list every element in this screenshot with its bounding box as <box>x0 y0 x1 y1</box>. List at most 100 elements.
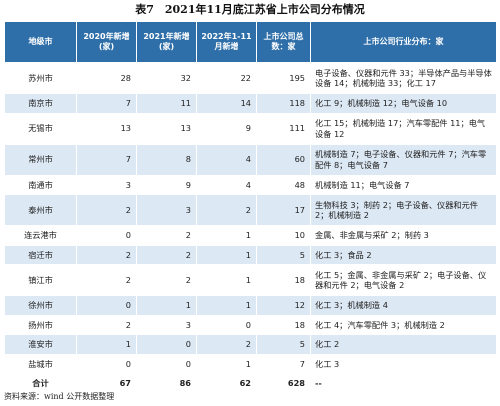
new-2021-cell: 8 <box>136 143 197 176</box>
new-2020-cell: 0 <box>76 295 137 316</box>
city-cell: 扬州市 <box>4 314 77 335</box>
new-2020-cell: 7 <box>76 143 137 176</box>
industry-distribution-cell: 生物科技 3；制药 2；电子设备、仪器和元件 2；机械制造 2 <box>310 194 497 226</box>
total-cell: 10 <box>256 225 311 246</box>
new-2021-cell: 9 <box>136 174 197 195</box>
new-2021-cell: 11 <box>136 93 197 114</box>
new-2022-cell: 1 <box>196 353 257 374</box>
new-2022-cell: 1 <box>196 264 257 296</box>
new-2022-cell: 2 <box>196 334 257 355</box>
city-cell: 苏州市 <box>4 62 77 94</box>
total-cell: 12 <box>256 295 311 316</box>
new-2021-cell: 3 <box>136 194 197 226</box>
new-2020-cell: 2 <box>76 244 137 265</box>
header-industry-distribution: 上市公司行业分布：家 <box>310 21 497 63</box>
total-cell: 195 <box>256 62 311 94</box>
new-2020-cell: 2 <box>76 314 137 335</box>
new-2022-cell: 1 <box>196 244 257 265</box>
total-row: 合计 67 86 62 628 -- <box>4 373 497 394</box>
total-cell: 18 <box>256 264 311 296</box>
new-2022-cell: 14 <box>196 93 257 114</box>
total-cell: 48 <box>256 174 311 195</box>
table-row: 苏州市 28 32 22 195 电子设备、仪器和元件 33；半导体产品与半导体设备 14… <box>4 62 497 94</box>
city-cell: 淮安市 <box>4 334 77 355</box>
industry-distribution-cell: 机械制造 7；电子设备、仪器和元件 7；汽车零配件 8；电气设备 7 <box>310 143 497 176</box>
table-row: 镇江市 2 2 1 18 化工 5；金属、非金属与采矿 2；电子设备、仪器和元件 2；电气… <box>4 264 497 296</box>
new-2022-cell: 2 <box>196 194 257 226</box>
industry-distribution-cell: 电子设备、仪器和元件 33；半导体产品与半导体设备 14；机械制造 33；化工 … <box>310 62 497 94</box>
industry-distribution-cell: 机械制造 11；电气设备 7 <box>310 174 497 195</box>
total-2020-cell: 67 <box>76 373 137 394</box>
total-2021-cell: 86 <box>136 373 197 394</box>
header-2022-new: 2022年1-11月新增 <box>196 21 257 63</box>
new-2021-cell: 2 <box>136 225 197 246</box>
total-cell: 18 <box>256 314 311 335</box>
total-cell: 60 <box>256 143 311 176</box>
new-2022-cell: 4 <box>196 143 257 176</box>
new-2021-cell: 2 <box>136 244 197 265</box>
new-2020-cell: 3 <box>76 174 137 195</box>
new-2022-cell: 4 <box>196 174 257 195</box>
source-note: 资料来源：wind 公开数据整理 <box>4 392 115 401</box>
header-2020-new: 2020年新增(家) <box>76 21 137 63</box>
listed-companies-table: 地级市 2020年新增(家) 2021年新增(家) 2022年1-11月新增 上… <box>4 21 497 394</box>
new-2022-cell: 1 <box>196 295 257 316</box>
new-2020-cell: 28 <box>76 62 137 94</box>
table-row: 无锡市 13 13 9 111 化工 15；机械制造 17；汽车零配件 11；电气设备 1… <box>4 112 497 145</box>
city-cell: 连云港市 <box>4 225 77 246</box>
new-2021-cell: 3 <box>136 314 197 335</box>
total-cell: 5 <box>256 244 311 265</box>
table-row: 淮安市 1 0 2 5 化工 2 <box>4 334 497 355</box>
industry-distribution-cell: 化工 4；汽车零配件 3；机械制造 2 <box>310 314 497 335</box>
new-2021-cell: 32 <box>136 62 197 94</box>
industry-distribution-cell: 化工 3；食品 2 <box>310 244 497 265</box>
new-2021-cell: 0 <box>136 353 197 374</box>
table-row: 泰州市 2 3 2 17 生物科技 3；制药 2；电子设备、仪器和元件 2；机械制造 2 <box>4 194 497 226</box>
industry-distribution-cell: 化工 9；机械制造 12；电气设备 10 <box>310 93 497 114</box>
new-2021-cell: 0 <box>136 334 197 355</box>
city-cell: 盐城市 <box>4 353 77 374</box>
new-2021-cell: 2 <box>136 264 197 296</box>
new-2020-cell: 13 <box>76 112 137 145</box>
city-cell: 泰州市 <box>4 194 77 226</box>
table-row: 常州市 7 8 4 60 机械制造 7；电子设备、仪器和元件 7；汽车零配件 8；电气设备… <box>4 143 497 176</box>
industry-distribution-cell: 化工 3；机械制造 4 <box>310 295 497 316</box>
city-cell: 南通市 <box>4 174 77 195</box>
total-cell: 111 <box>256 112 311 145</box>
new-2020-cell: 7 <box>76 93 137 114</box>
table-row: 宿迁市 2 2 1 5 化工 3；食品 2 <box>4 244 497 265</box>
total-2022-cell: 62 <box>196 373 257 394</box>
new-2020-cell: 2 <box>76 264 137 296</box>
header-row: 地级市 2020年新增(家) 2021年新增(家) 2022年1-11月新增 上… <box>4 21 497 63</box>
new-2020-cell: 0 <box>76 353 137 374</box>
city-cell: 南京市 <box>4 93 77 114</box>
new-2022-cell: 22 <box>196 62 257 94</box>
header-city: 地级市 <box>4 21 77 63</box>
new-2022-cell: 9 <box>196 112 257 145</box>
header-total: 上市公司总数：家 <box>256 21 311 63</box>
industry-distribution-cell: 化工 15；机械制造 17；汽车零配件 11；电气设备 12 <box>310 112 497 145</box>
new-2022-cell: 1 <box>196 225 257 246</box>
new-2020-cell: 2 <box>76 194 137 226</box>
total-cell: 5 <box>256 334 311 355</box>
total-label-cell: 合计 <box>4 373 77 394</box>
industry-distribution-cell: 化工 2 <box>310 334 497 355</box>
new-2020-cell: 1 <box>76 334 137 355</box>
city-cell: 徐州市 <box>4 295 77 316</box>
new-2021-cell: 13 <box>136 112 197 145</box>
table-row: 扬州市 2 3 0 18 化工 4；汽车零配件 3；机械制造 2 <box>4 314 497 335</box>
table-title: 表7 2021年11月底江苏省上市公司分布情况 <box>135 3 365 16</box>
total-cell: 17 <box>256 194 311 226</box>
city-cell: 常州市 <box>4 143 77 176</box>
city-cell: 镇江市 <box>4 264 77 296</box>
new-2021-cell: 1 <box>136 295 197 316</box>
industry-distribution-cell: 化工 3 <box>310 353 497 374</box>
table-row: 徐州市 0 1 1 12 化工 3；机械制造 4 <box>4 295 497 316</box>
new-2022-cell: 0 <box>196 314 257 335</box>
table-row: 南通市 3 9 4 48 机械制造 11；电气设备 7 <box>4 174 497 195</box>
industry-distribution-cell: 金属、非金属与采矿 2；制药 3 <box>310 225 497 246</box>
industry-distribution-cell: 化工 5；金属、非金属与采矿 2；电子设备、仪器和元件 2；电气设备 2 <box>310 264 497 296</box>
table-body: 苏州市 28 32 22 195 电子设备、仪器和元件 33；半导体产品与半导体设备 14… <box>4 62 497 394</box>
total-cell: 118 <box>256 93 311 114</box>
new-2020-cell: 0 <box>76 225 137 246</box>
